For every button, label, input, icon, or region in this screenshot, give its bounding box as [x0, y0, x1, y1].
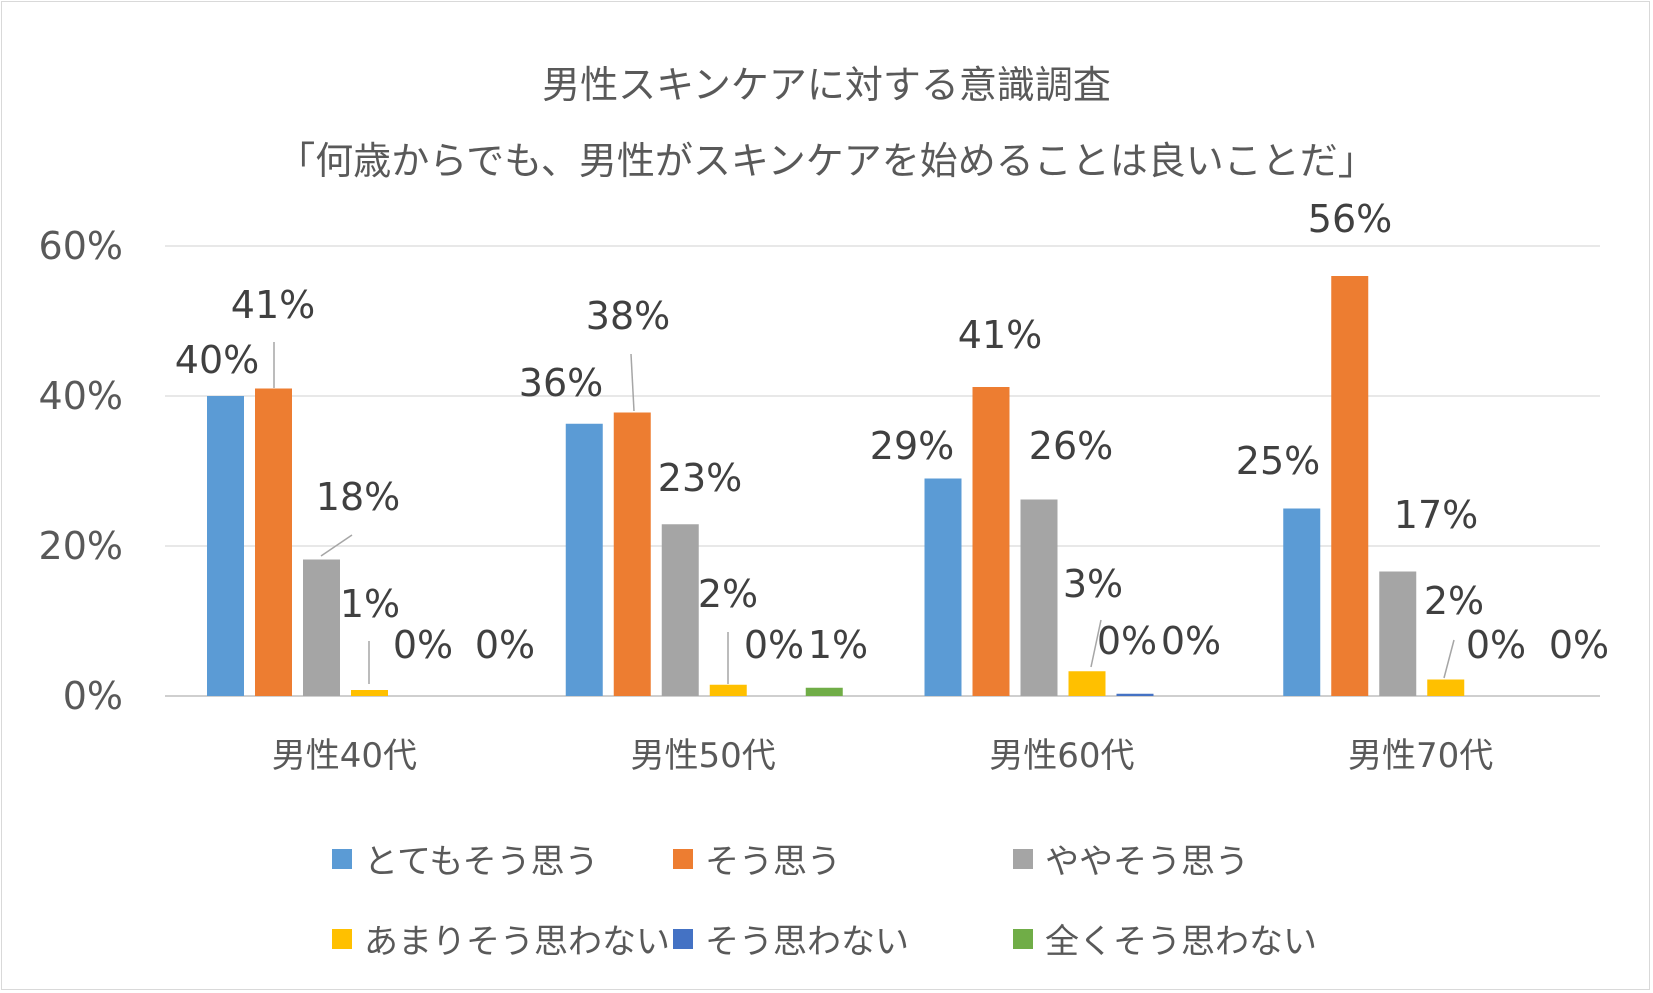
- leader-line: [1443, 639, 1455, 679]
- bar: [351, 690, 388, 696]
- bar: [805, 687, 843, 696]
- data-label: 56%: [1308, 197, 1392, 241]
- x-tick-label: 男性60代: [989, 736, 1134, 776]
- legend-swatch: [673, 928, 693, 949]
- bar: [613, 412, 651, 696]
- data-label: 23%: [658, 456, 742, 500]
- legend-swatch: [1013, 928, 1033, 949]
- data-label: 0%: [1161, 619, 1221, 663]
- bar: [565, 423, 603, 696]
- legend-label: ややそう思う: [1045, 842, 1249, 882]
- y-tick-label: 20%: [39, 524, 123, 568]
- bar: [1283, 508, 1321, 696]
- y-tick-label: 0%: [63, 674, 123, 718]
- leader-line: [1090, 619, 1102, 668]
- legend-swatch: [1013, 848, 1033, 869]
- chart-title: 男性スキンケアに対する意識調査: [542, 63, 1111, 107]
- data-label: 0%: [475, 623, 535, 667]
- legend-item-souomowanai: そう思わない: [673, 914, 909, 963]
- data-label: 0%: [744, 623, 804, 667]
- bar: [255, 388, 292, 696]
- bar: [207, 396, 244, 696]
- x-tick-label: 男性50代: [630, 736, 775, 776]
- bar: [709, 684, 747, 696]
- data-label: 0%: [1097, 619, 1157, 663]
- bar: [924, 478, 962, 696]
- legend-swatch: [332, 848, 352, 869]
- legend-swatch: [332, 928, 352, 949]
- leader-line: [630, 353, 635, 412]
- data-label: 2%: [698, 572, 758, 616]
- data-label: 29%: [870, 424, 954, 468]
- data-label: 3%: [1063, 562, 1123, 606]
- leader-line: [320, 534, 353, 557]
- data-label: 1%: [808, 623, 868, 667]
- y-tick-label: 40%: [39, 374, 123, 418]
- bar: [1020, 499, 1058, 696]
- legend-label: とてもそう思う: [364, 842, 599, 882]
- legend-label: あまりそう思わない: [364, 922, 670, 962]
- legend-item-sou: そう思う: [673, 834, 841, 883]
- data-label: 41%: [958, 313, 1042, 357]
- y-tick-label: 60%: [39, 224, 123, 268]
- data-label: 36%: [519, 361, 603, 405]
- bar: [303, 559, 340, 696]
- data-label: 17%: [1394, 493, 1478, 537]
- legend-label: そう思わない: [705, 922, 909, 962]
- legend-item-amari: あまりそう思わない: [332, 914, 670, 963]
- bar: [1427, 679, 1465, 696]
- x-tick-label: 男性70代: [1348, 736, 1493, 776]
- legend-item-yaya: ややそう思う: [1013, 834, 1249, 883]
- legend-label: そう思う: [705, 842, 841, 882]
- x-tick-label: 男性40代: [272, 736, 417, 776]
- bar: [1116, 693, 1154, 696]
- data-label: 18%: [316, 475, 400, 519]
- data-label: 38%: [586, 294, 670, 338]
- data-label: 0%: [393, 623, 453, 667]
- data-label: 1%: [340, 582, 400, 626]
- chart-subtitle: 「何歳からでも、男性がスキンケアを始めることは良いことだ」: [277, 139, 1376, 183]
- data-label: 26%: [1029, 424, 1113, 468]
- bar: [972, 387, 1010, 696]
- data-label: 41%: [231, 283, 315, 327]
- data-label: 0%: [1549, 623, 1609, 667]
- bar: [661, 524, 699, 696]
- data-label: 2%: [1424, 579, 1484, 623]
- data-label: 0%: [1466, 623, 1526, 667]
- legend-item-totemo: とてもそう思う: [332, 834, 599, 883]
- data-label: 25%: [1236, 439, 1320, 483]
- bar: [1379, 571, 1417, 696]
- legend-item-mattaku: 全くそう思わない: [1013, 914, 1317, 963]
- legend-label: 全くそう思わない: [1045, 922, 1317, 962]
- bar: [1331, 276, 1369, 696]
- data-label: 40%: [175, 338, 259, 382]
- bar: [1068, 671, 1106, 696]
- legend-swatch: [673, 848, 693, 869]
